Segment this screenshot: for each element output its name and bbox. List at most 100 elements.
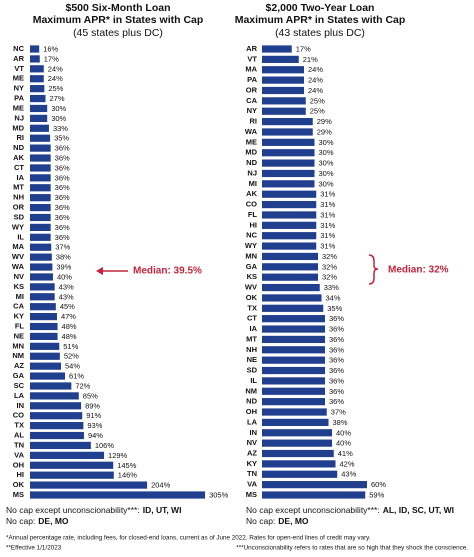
category-label: TX [14, 421, 24, 430]
category-label: WV [245, 283, 257, 292]
category-label: CO [13, 411, 24, 420]
value-label: 72% [75, 381, 90, 390]
value-label: 30% [51, 104, 66, 113]
value-label: 16% [43, 44, 58, 53]
bar [30, 342, 60, 350]
category-label: RI [250, 117, 258, 126]
bar [262, 325, 325, 333]
bar [262, 377, 325, 385]
category-label: KY [14, 312, 24, 321]
value-label: 43% [59, 292, 74, 301]
value-label: 31% [320, 221, 335, 230]
value-label: 34% [326, 293, 341, 302]
category-label: HI [17, 470, 25, 479]
value-label: 30% [319, 179, 334, 188]
category-label: MT [13, 183, 24, 192]
category-label: MN [12, 341, 24, 350]
value-label: 36% [55, 203, 70, 212]
bar [262, 491, 366, 499]
value-label: 25% [310, 96, 325, 105]
bar [262, 97, 306, 105]
value-label: 36% [329, 325, 344, 334]
bar [30, 322, 58, 331]
value-label: 106% [95, 441, 115, 450]
category-label: KS [247, 272, 257, 281]
category-label: MD [12, 123, 24, 132]
value-label: 85% [83, 391, 98, 400]
bar [262, 242, 317, 250]
bar [30, 293, 55, 301]
bar [30, 194, 51, 202]
value-label: 40% [336, 428, 351, 437]
bar [262, 481, 367, 489]
category-label: CA [246, 96, 257, 105]
bar [30, 253, 52, 261]
category-label: CO [246, 200, 257, 209]
value-label: 146% [118, 471, 138, 480]
bar [30, 352, 60, 360]
bar [262, 128, 313, 136]
category-label: OR [246, 85, 258, 94]
value-label: 38% [56, 253, 71, 262]
category-label: IA [17, 173, 25, 182]
bar [262, 138, 315, 146]
category-label: NJ [14, 113, 24, 122]
bar [262, 252, 318, 261]
category-label: CT [14, 163, 24, 172]
bar [30, 154, 51, 162]
value-label: 129% [108, 451, 128, 460]
value-label: 52% [64, 352, 79, 361]
bar [262, 232, 317, 240]
bar [30, 75, 44, 83]
category-label: AR [13, 54, 24, 63]
bar [30, 273, 53, 281]
bar [30, 184, 51, 192]
bar [262, 304, 324, 312]
bar [262, 418, 329, 426]
bar [30, 174, 51, 182]
bar [262, 470, 338, 478]
bar [262, 149, 315, 157]
value-label: 33% [53, 124, 68, 133]
bar [262, 76, 304, 84]
footnote-line: No cap: DE, MO [246, 516, 309, 526]
category-label: OH [246, 407, 257, 416]
category-label: AZ [247, 448, 257, 457]
category-label: NM [12, 351, 24, 360]
category-label: MA [12, 242, 24, 251]
category-label: VT [247, 54, 257, 63]
value-label: 43% [59, 282, 74, 291]
value-label: 24% [48, 74, 63, 83]
bar [30, 263, 53, 271]
category-label: NY [247, 106, 257, 115]
category-label: AR [246, 44, 257, 53]
value-label: 30% [319, 148, 334, 157]
value-label: 36% [55, 173, 70, 182]
bar [30, 332, 58, 341]
category-label: CA [13, 302, 24, 311]
category-label: KS [14, 282, 24, 291]
value-label: 45% [60, 302, 75, 311]
category-label: ND [246, 158, 257, 167]
value-label: 36% [55, 163, 70, 172]
category-label: TX [247, 303, 257, 312]
bar [30, 451, 105, 459]
footnote: **Effective 1/1/2023 [6, 545, 62, 552]
bar [262, 86, 304, 95]
chart-title: $500 Six-Month Loan [65, 2, 170, 14]
bar [30, 362, 61, 370]
category-label: WA [245, 127, 258, 136]
bar [262, 387, 325, 395]
bar [262, 221, 317, 229]
value-label: 94% [88, 431, 103, 440]
category-label: MS [13, 490, 24, 499]
value-label: 30% [319, 159, 334, 168]
category-label: GA [13, 371, 25, 380]
bar [30, 491, 206, 499]
footnote: ***Unconscionability refers to rates tha… [236, 545, 468, 552]
bar [30, 213, 51, 222]
value-label: 36% [55, 144, 70, 153]
value-label: 30% [51, 114, 66, 123]
bar [262, 273, 318, 281]
